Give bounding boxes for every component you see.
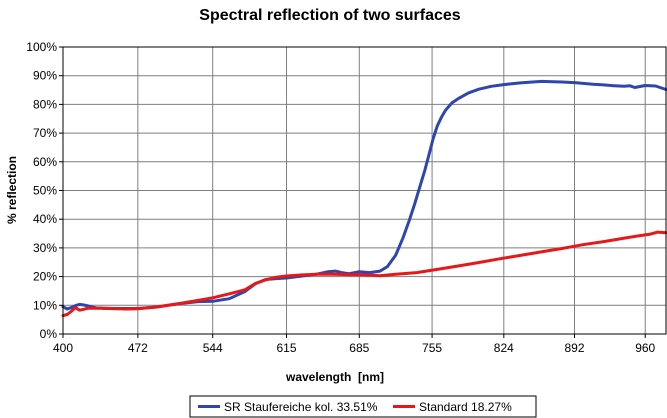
x-tick-label: 472	[128, 341, 148, 355]
x-tick-label: 892	[564, 341, 584, 355]
x-tick-labels: 400 472 544 615 685 755 824 892 960	[53, 334, 656, 355]
grid	[63, 47, 666, 334]
y-tick-label: 10%	[33, 298, 57, 312]
y-tick-labels: 0% 10% 20% 30% 40% 50% 60% 70% 80% 90% 100%	[26, 40, 63, 341]
y-tick-label: 20%	[33, 270, 57, 284]
y-axis-label: % reflection	[5, 156, 19, 224]
legend-label-series-2: Standard 18.27%	[419, 400, 512, 414]
x-tick-label: 544	[203, 341, 223, 355]
x-tick-label: 615	[277, 341, 297, 355]
y-tick-label: 50%	[33, 184, 57, 198]
y-tick-label: 90%	[33, 69, 57, 83]
y-tick-label: 30%	[33, 241, 57, 255]
x-tick-label: 755	[422, 341, 442, 355]
y-tick-label: 0%	[40, 327, 58, 341]
legend-box	[189, 395, 537, 418]
y-tick-label: 60%	[33, 155, 57, 169]
x-axis-label: wavelength [nm]	[285, 370, 384, 384]
y-tick-label: 100%	[26, 40, 57, 54]
series-line-2	[61, 230, 667, 318]
y-tick-label: 70%	[33, 126, 57, 140]
x-tick-label: 685	[349, 341, 369, 355]
legend: SR Staufereiche kol. 33.51% Standard 18.…	[189, 395, 537, 418]
chart-title: Spectral reflection of two surfaces	[199, 7, 461, 24]
y-tick-label: 40%	[33, 212, 57, 226]
x-tick-label: 824	[494, 341, 514, 355]
series-layer	[61, 79, 667, 318]
x-tick-label: 400	[53, 341, 73, 355]
y-tick-label: 80%	[33, 97, 57, 111]
legend-label-series-1: SR Staufereiche kol. 33.51%	[224, 400, 378, 414]
x-tick-label: 960	[635, 341, 655, 355]
